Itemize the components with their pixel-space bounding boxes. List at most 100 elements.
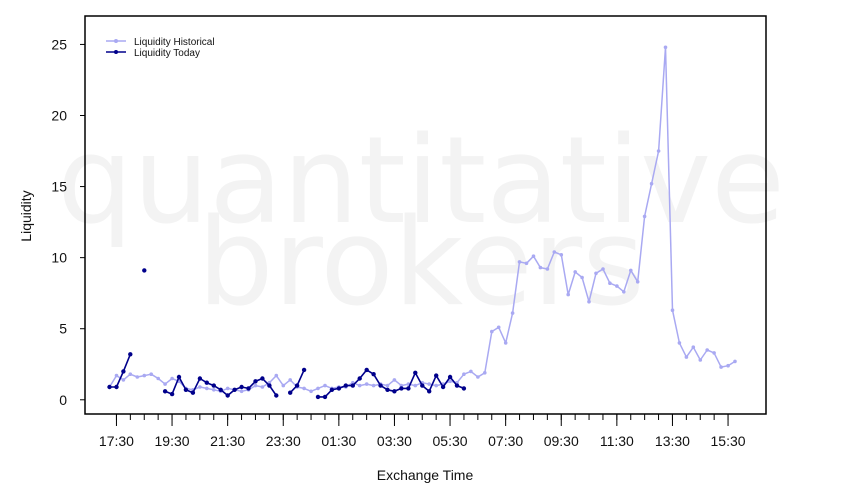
data-point-historical <box>538 265 543 270</box>
data-point-today <box>218 387 223 392</box>
data-point-historical <box>635 280 640 284</box>
data-point-historical <box>573 270 577 274</box>
data-point-historical <box>663 45 668 50</box>
data-point-today <box>447 374 453 380</box>
data-point-today <box>107 384 112 390</box>
data-point-historical <box>503 341 508 345</box>
data-point-historical <box>427 382 432 386</box>
x-tick-label: 21:30 <box>210 433 245 449</box>
axes: 0 5 10 15 20 25 17:30 19:30 21:30 23:30 01:30 03:30… <box>51 36 745 449</box>
data-point-today <box>253 379 258 384</box>
data-point-historical <box>566 292 570 297</box>
y-tick-label: 15 <box>51 179 67 195</box>
data-point-today <box>176 374 182 380</box>
y-axis-title: Liquidity <box>18 190 34 241</box>
data-point-historical <box>128 372 133 377</box>
data-point-today <box>128 352 133 357</box>
watermark-line-1: quantitative <box>57 112 785 251</box>
data-point-historical <box>642 214 647 219</box>
legend-label-today: Liquidity Today <box>134 48 200 59</box>
data-point-historical <box>670 308 675 313</box>
legend-label-historical: Liquidity Historical <box>134 37 215 48</box>
data-point-historical <box>705 348 709 352</box>
data-point-today <box>454 383 460 388</box>
data-point-historical <box>608 281 612 286</box>
data-point-historical <box>385 383 390 388</box>
data-point-today <box>322 394 328 400</box>
data-point-today <box>315 394 321 400</box>
data-point-historical <box>531 254 536 258</box>
data-point-historical <box>149 372 153 377</box>
data-point-historical <box>239 389 244 394</box>
data-point-historical <box>615 284 619 288</box>
x-tick-label: 11:30 <box>600 433 634 449</box>
data-point-today <box>260 376 265 381</box>
data-point-historical <box>205 386 209 391</box>
data-point-today <box>399 386 404 391</box>
data-point-today <box>350 383 355 388</box>
data-point-today <box>406 386 411 391</box>
data-point-historical <box>135 375 140 379</box>
x-tick-label: 09:30 <box>544 433 579 449</box>
data-point-historical <box>601 267 605 271</box>
data-point-today <box>162 389 168 394</box>
data-point-historical <box>726 363 730 368</box>
data-point-today <box>294 383 300 388</box>
data-point-historical <box>253 383 258 388</box>
data-point-historical <box>323 383 327 388</box>
data-point-today <box>385 387 390 392</box>
data-point-today <box>371 372 376 377</box>
plot-area <box>107 45 737 400</box>
x-tick-label: 03:30 <box>377 433 412 449</box>
data-point-historical <box>462 372 466 377</box>
data-point-historical <box>545 267 550 271</box>
x-tick-label: 15:30 <box>711 433 746 449</box>
data-point-historical <box>712 351 716 355</box>
data-point-today <box>121 369 126 374</box>
data-point-historical <box>469 369 473 374</box>
data-point-today <box>378 383 383 388</box>
data-point-historical <box>496 325 501 330</box>
data-point-historical <box>225 386 230 391</box>
data-point-historical <box>622 290 626 294</box>
data-point-today <box>461 386 467 391</box>
data-point-historical <box>476 375 480 379</box>
y-tick-label: 10 <box>51 250 67 266</box>
plot-frame <box>84 15 767 415</box>
data-point-today <box>343 383 348 388</box>
data-point-today <box>183 387 189 392</box>
data-point-historical <box>629 268 633 273</box>
data-point-today <box>204 380 209 385</box>
data-point-today <box>190 390 196 395</box>
data-point-historical <box>142 373 147 378</box>
data-point-today <box>288 390 293 395</box>
watermark: quantitative brokers <box>57 112 785 333</box>
data-point-historical <box>587 299 591 304</box>
x-tick-label: 13:30 <box>655 433 690 449</box>
data-point-today <box>274 393 279 398</box>
data-point-today <box>413 370 418 375</box>
data-point-today <box>336 386 342 391</box>
data-point-historical <box>719 365 723 369</box>
data-point-historical <box>114 373 119 378</box>
data-point-today <box>420 383 425 388</box>
x-tick-label: 05:30 <box>433 433 468 449</box>
data-point-today <box>211 383 216 388</box>
x-tick-label: 19:30 <box>155 433 190 449</box>
data-point-historical <box>677 341 682 345</box>
data-point-historical <box>212 388 216 392</box>
data-point-today <box>267 383 272 388</box>
data-point-today <box>114 384 119 390</box>
data-point-historical <box>656 149 661 153</box>
data-point-historical <box>302 386 306 391</box>
data-point-historical <box>198 385 202 389</box>
x-tick-label: 23:30 <box>266 433 301 449</box>
data-point-historical <box>733 359 737 364</box>
watermark-line-2: brokers <box>197 194 644 333</box>
data-point-historical <box>371 383 376 388</box>
data-point-today <box>440 384 446 390</box>
data-point-historical <box>281 383 286 388</box>
x-tick-label: 17:30 <box>99 433 134 449</box>
data-point-historical <box>170 376 174 381</box>
